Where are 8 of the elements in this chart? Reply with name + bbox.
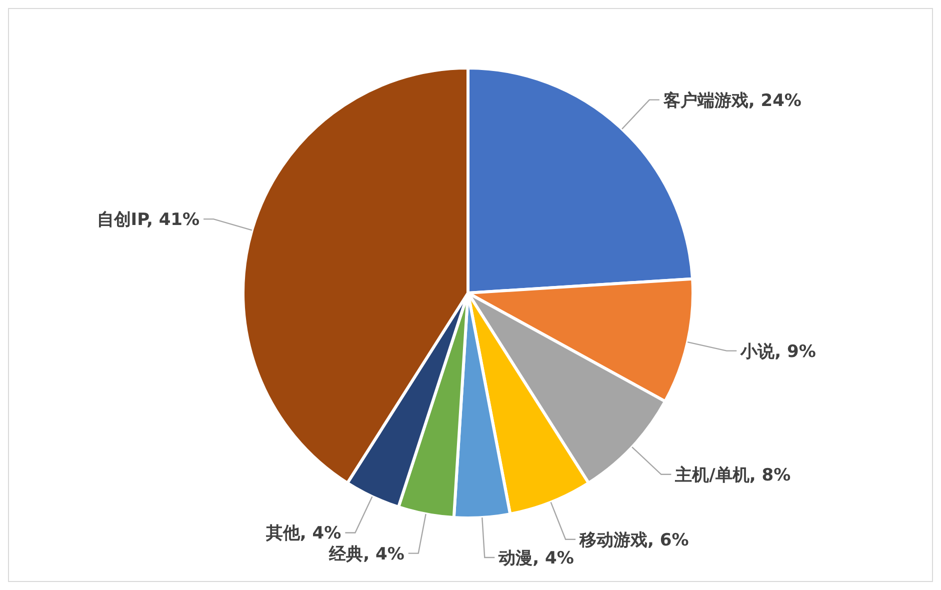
slice-label: 客户端游戏, 24% bbox=[662, 90, 802, 111]
slice-label: 主机/单机, 8% bbox=[674, 465, 791, 486]
slice-label: 自创IP, 41% bbox=[96, 210, 200, 230]
slice-label: 经典, 4% bbox=[328, 544, 404, 564]
slice-label: 小说, 9% bbox=[740, 342, 816, 362]
slice-label: 移动游戏, 6% bbox=[578, 530, 689, 550]
slice-label: 其他, 4% bbox=[264, 524, 342, 544]
slice-label: 动漫, 4% bbox=[498, 548, 574, 568]
